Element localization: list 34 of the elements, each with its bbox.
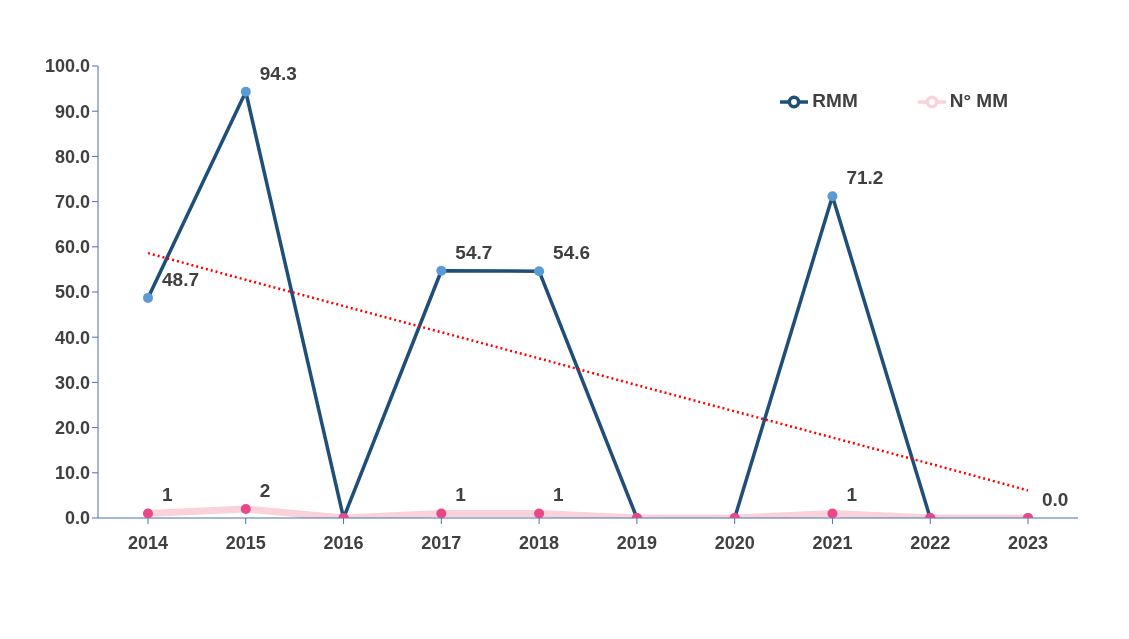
data-label: 2 bbox=[259, 479, 271, 501]
x-tick-label: 2022 bbox=[910, 532, 951, 553]
y-tick-label: 30.0 bbox=[54, 372, 90, 393]
y-tick-label: 70.0 bbox=[54, 191, 90, 212]
legend-label: N° MM bbox=[949, 90, 1008, 112]
x-tick-label: 2021 bbox=[812, 532, 853, 553]
legend-label: RMM bbox=[812, 90, 858, 112]
y-tick-label: 80.0 bbox=[54, 146, 90, 167]
data-label: 1 bbox=[553, 484, 565, 506]
data-label: 48.7 bbox=[162, 268, 199, 290]
y-tick-label: 100.0 bbox=[44, 56, 90, 77]
y-tick-label: 90.0 bbox=[54, 101, 90, 122]
y-tick-label: 50.0 bbox=[54, 282, 90, 303]
x-tick-label: 2014 bbox=[127, 532, 169, 553]
x-tick-label: 2020 bbox=[714, 532, 755, 553]
data-label: 1 bbox=[162, 484, 173, 506]
data-label: 54.7 bbox=[455, 241, 493, 263]
data-label: 94.3 bbox=[259, 62, 297, 84]
y-tick-label: 40.0 bbox=[54, 327, 90, 348]
data-label: 1 bbox=[455, 484, 467, 506]
data-label: 54.6 bbox=[553, 242, 591, 264]
x-tick-label: 2015 bbox=[225, 532, 266, 553]
y-tick-label: 20.0 bbox=[54, 417, 90, 438]
data-label: 0.0 bbox=[1042, 489, 1069, 510]
x-tick-label: 2018 bbox=[519, 532, 560, 553]
data-label: 71.2 bbox=[846, 167, 884, 189]
y-tick-label: 60.0 bbox=[54, 237, 90, 258]
x-tick-label: 2016 bbox=[323, 532, 364, 553]
y-tick-label: 10.0 bbox=[54, 463, 90, 484]
data-label: 1 bbox=[846, 484, 858, 506]
x-tick-label: 2017 bbox=[421, 532, 462, 553]
x-tick-label: 2019 bbox=[616, 532, 657, 553]
x-tick-label: 2023 bbox=[1007, 532, 1049, 553]
y-tick-label: 0.0 bbox=[64, 508, 90, 529]
